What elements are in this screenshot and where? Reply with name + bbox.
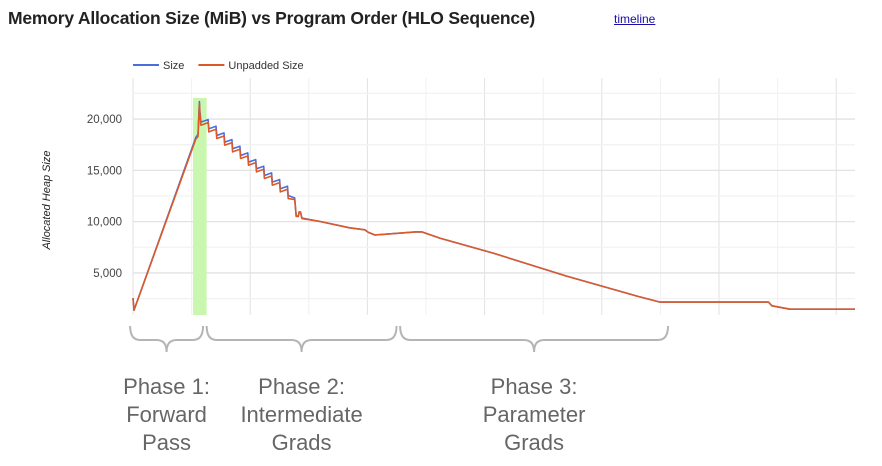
phase-label: Grads (504, 430, 564, 455)
timeline-link[interactable]: timeline (614, 12, 656, 26)
legend-label: Size (163, 60, 184, 72)
highlight-band (192, 98, 207, 315)
y-tick-label: 15,000 (87, 165, 122, 177)
y-tick-label: 5,000 (93, 268, 122, 280)
phase-label: Phase 3: (491, 374, 578, 399)
chart-title: Memory Allocation Size (MiB) vs Program … (8, 8, 536, 28)
phase-label: Grads (272, 430, 332, 455)
phase-label: Forward (126, 402, 207, 427)
phase-label: Intermediate (240, 402, 362, 427)
y-tick-label: 20,000 (87, 114, 122, 126)
phase-label: Parameter (483, 402, 586, 427)
phase-label: Phase 2: (258, 374, 345, 399)
phase-brace (205, 325, 398, 353)
phase-label: Phase 1: (123, 374, 210, 399)
phase-brace (399, 325, 670, 353)
series-line-unpadded-size (132, 102, 855, 311)
legend-label: Unpadded Size (228, 60, 303, 72)
phase-brace (129, 325, 205, 353)
phase-label: Pass (142, 430, 191, 455)
series-line-size (132, 100, 855, 311)
y-tick-label: 10,000 (87, 217, 122, 229)
y-axis-title: Allocated Heap Size (41, 150, 53, 250)
